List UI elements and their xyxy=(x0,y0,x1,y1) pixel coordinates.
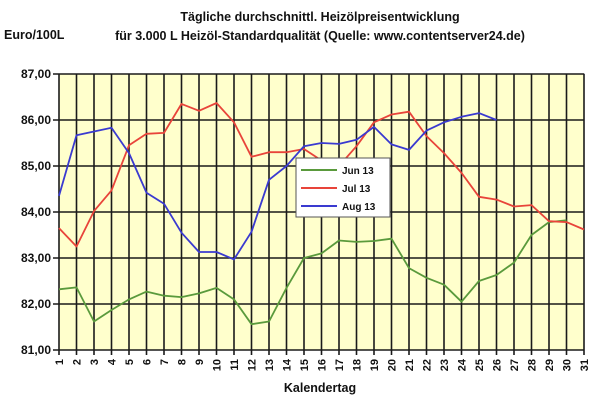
x-tick-label: 15 xyxy=(299,359,311,371)
x-axis-label: Kalendertag xyxy=(284,381,356,395)
x-tick-label: 16 xyxy=(317,359,329,371)
x-tick-label: 5 xyxy=(124,359,136,365)
x-tick-label: 24 xyxy=(457,358,469,371)
y-tick-label: 87,00 xyxy=(21,67,51,81)
y-axis-ticks: 81,00 82,00 83,00 84,00 85,00 86,00 87,00 xyxy=(21,67,51,357)
legend-jul-13: Jul 13 xyxy=(342,184,371,195)
x-tick-label: 7 xyxy=(159,359,171,365)
y-tick-label: 85,00 xyxy=(21,159,51,173)
x-tick-label: 23 xyxy=(439,359,451,371)
y-tick-label: 81,00 xyxy=(21,343,51,357)
x-tick-label: 28 xyxy=(527,359,539,371)
x-tick-label: 4 xyxy=(107,358,119,365)
x-axis-ticks: 1 2 3 4 5 6 7 8 9 10 11 12 13 14 15 16 17 18 19 20 21 22 23 24 2… xyxy=(54,358,591,371)
y-tick-label: 83,00 xyxy=(21,251,51,265)
x-tick-label: 6 xyxy=(142,359,154,365)
y-tick-label: 84,00 xyxy=(21,205,51,219)
x-tick-label: 20 xyxy=(387,359,399,371)
x-tick-label: 27 xyxy=(509,359,521,371)
legend-aug-13: Aug 13 xyxy=(342,202,376,213)
x-tick-label: 18 xyxy=(352,359,364,371)
y-tick-label: 82,00 xyxy=(21,297,51,311)
series-line-aug-13 xyxy=(58,112,497,261)
x-tick-label: 10 xyxy=(212,359,224,371)
x-tick-label: 19 xyxy=(369,359,381,371)
x-tick-label: 25 xyxy=(474,359,486,371)
y-tick-label: 86,00 xyxy=(21,113,51,127)
legend-jun-13: Jun 13 xyxy=(342,166,374,177)
x-tick-label: 30 xyxy=(562,359,574,371)
x-tick-label: 9 xyxy=(194,359,206,365)
x-tick-label: 14 xyxy=(282,358,294,371)
chart-subtitle: für 3.000 L Heizöl-Standardqualität (Que… xyxy=(115,29,525,43)
y-axis-label: Euro/100L xyxy=(4,28,65,42)
x-tick-label: 29 xyxy=(544,359,556,371)
legend: Jun 13 Jul 13 Aug 13 xyxy=(295,157,391,218)
x-tick-label: 31 xyxy=(579,359,591,371)
x-tick-label: 12 xyxy=(247,359,259,371)
x-tick-label: 22 xyxy=(422,359,434,371)
x-tick-label: 3 xyxy=(89,359,101,365)
series-line-jun-13 xyxy=(58,219,567,326)
x-tick-label: 2 xyxy=(72,359,84,365)
x-tick-label: 8 xyxy=(177,359,189,365)
x-tick-label: 21 xyxy=(404,359,416,371)
x-tick-label: 17 xyxy=(334,359,346,371)
x-tick-label: 1 xyxy=(54,359,66,365)
chart-title: Tägliche durchschnittl. Heizölpreisentwi… xyxy=(180,10,459,24)
x-tick-label: 11 xyxy=(229,359,241,371)
x-tick-label: 13 xyxy=(264,359,276,371)
x-tick-label: 26 xyxy=(492,359,504,371)
